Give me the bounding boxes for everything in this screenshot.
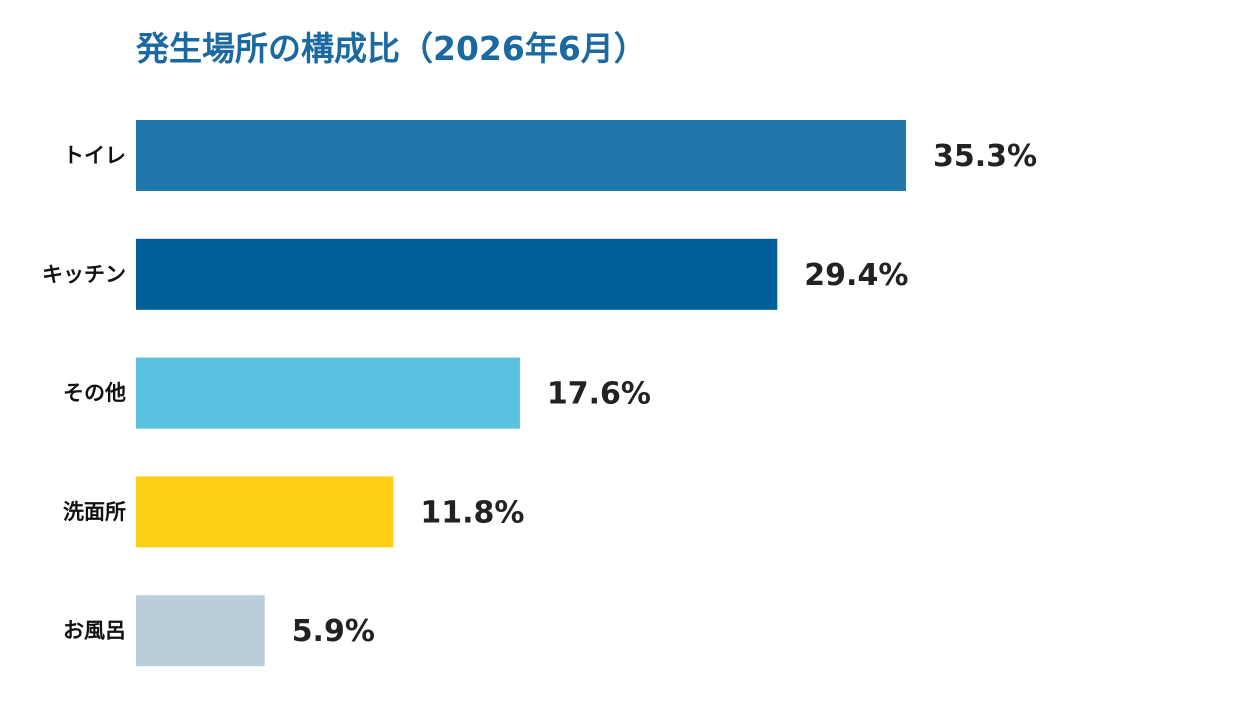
- value-label-2: 29.4%: [804, 258, 908, 293]
- value-label-4: 11.8%: [420, 495, 524, 530]
- bar-2: [136, 238, 778, 310]
- bar-4: [136, 476, 394, 548]
- bar-1: [136, 120, 906, 191]
- bar-3: [136, 357, 520, 429]
- category-label-4: 洗面所: [63, 500, 126, 524]
- chart-title: 発生場所の構成比（2026年6月）: [136, 29, 647, 68]
- category-label-1: トイレ: [63, 144, 126, 168]
- bar-5: [136, 595, 265, 667]
- category-label-5: お風呂: [63, 619, 126, 643]
- value-label-3: 17.6%: [547, 377, 651, 412]
- bars-layer: トイレ 35.3% キッチン 29.4% その他 17.6% 洗面所 11.8% お風呂 5.9%: [42, 120, 1037, 667]
- category-label-3: その他: [63, 381, 126, 405]
- value-label-1: 35.3%: [933, 139, 1037, 174]
- category-label-2: キッチン: [42, 262, 126, 286]
- value-label-5: 5.9%: [292, 614, 375, 649]
